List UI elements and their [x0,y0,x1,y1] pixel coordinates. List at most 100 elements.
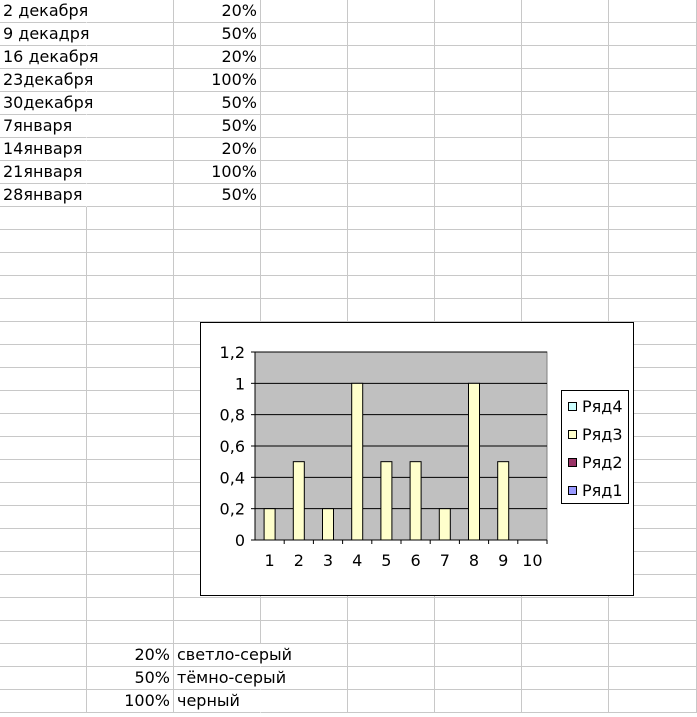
shade-label-cell[interactable]: светло-серый [174,644,292,667]
empty-cell[interactable] [87,184,174,207]
empty-cell[interactable] [87,552,174,575]
empty-cell[interactable] [261,667,348,690]
empty-cell[interactable] [87,483,174,506]
empty-cell[interactable] [87,253,174,276]
empty-cell[interactable] [261,161,348,184]
chart[interactable]: 0 0,2 0,4 0,6 0,8 1 1,2 1 2 3 4 5 6 7 8 9 10 Ряд4 Ряд3 Ряд… [200,322,634,596]
empty-cell[interactable] [0,483,87,506]
empty-cell[interactable] [435,230,522,253]
empty-cell[interactable] [348,138,435,161]
empty-cell[interactable] [522,161,609,184]
empty-cell[interactable] [609,115,697,138]
empty-cell[interactable] [87,529,174,552]
empty-cell[interactable] [0,253,87,276]
empty-cell[interactable] [348,299,435,322]
empty-cell[interactable] [522,690,609,713]
empty-cell[interactable] [87,207,174,230]
empty-cell[interactable] [0,414,87,437]
empty-cell[interactable] [0,460,87,483]
percent-cell[interactable]: 50% [174,115,261,138]
empty-cell[interactable] [174,299,261,322]
empty-cell[interactable] [261,0,348,23]
empty-cell[interactable] [0,437,87,460]
empty-cell[interactable] [348,598,435,621]
empty-cell[interactable] [348,230,435,253]
empty-cell[interactable] [435,598,522,621]
empty-cell[interactable] [0,322,87,345]
empty-cell[interactable] [348,0,435,23]
empty-cell[interactable] [0,552,87,575]
empty-cell[interactable] [261,207,348,230]
empty-cell[interactable] [348,69,435,92]
empty-cell[interactable] [522,644,609,667]
empty-cell[interactable] [609,690,697,713]
empty-cell[interactable] [174,253,261,276]
empty-cell[interactable] [435,161,522,184]
empty-cell[interactable] [87,598,174,621]
percent-cell[interactable]: 20% [174,138,261,161]
empty-cell[interactable] [261,92,348,115]
empty-cell[interactable] [261,46,348,69]
empty-cell[interactable] [609,207,697,230]
empty-cell[interactable] [348,667,435,690]
empty-cell[interactable] [522,253,609,276]
empty-cell[interactable] [348,115,435,138]
empty-cell[interactable] [87,414,174,437]
empty-cell[interactable] [435,23,522,46]
empty-cell[interactable] [0,529,87,552]
empty-cell[interactable] [87,161,174,184]
empty-cell[interactable] [261,690,348,713]
empty-cell[interactable] [522,667,609,690]
empty-cell[interactable] [87,138,174,161]
empty-cell[interactable] [522,621,609,644]
empty-cell[interactable] [0,575,87,598]
shade-label-cell[interactable]: черный [174,690,261,713]
empty-cell[interactable] [435,253,522,276]
empty-cell[interactable] [87,299,174,322]
empty-cell[interactable] [261,184,348,207]
empty-cell[interactable] [609,598,697,621]
empty-cell[interactable] [435,0,522,23]
empty-cell[interactable] [261,138,348,161]
percent-cell[interactable]: 20% [174,0,261,23]
empty-cell[interactable] [261,23,348,46]
date-cell[interactable]: 23декабря [0,69,93,92]
empty-cell[interactable] [522,69,609,92]
empty-cell[interactable] [87,115,174,138]
shade-value-cell[interactable]: 50% [87,667,174,690]
empty-cell[interactable] [609,138,697,161]
empty-cell[interactable] [348,690,435,713]
shade-value-cell[interactable]: 100% [87,690,174,713]
empty-cell[interactable] [609,46,697,69]
empty-cell[interactable] [0,598,87,621]
empty-cell[interactable] [261,69,348,92]
empty-cell[interactable] [435,138,522,161]
percent-cell[interactable]: 50% [174,23,261,46]
empty-cell[interactable] [522,207,609,230]
empty-cell[interactable] [522,92,609,115]
empty-cell[interactable] [87,230,174,253]
empty-cell[interactable] [174,276,261,299]
empty-cell[interactable] [522,276,609,299]
empty-cell[interactable] [609,161,697,184]
empty-cell[interactable] [435,184,522,207]
empty-cell[interactable] [0,621,87,644]
date-cell[interactable]: 21января [0,161,87,184]
empty-cell[interactable] [87,92,174,115]
empty-cell[interactable] [348,46,435,69]
empty-cell[interactable] [0,644,87,667]
empty-cell[interactable] [174,598,261,621]
empty-cell[interactable] [522,115,609,138]
empty-cell[interactable] [522,299,609,322]
empty-cell[interactable] [0,230,87,253]
percent-cell[interactable]: 50% [174,184,261,207]
empty-cell[interactable] [87,0,174,23]
empty-cell[interactable] [522,46,609,69]
date-cell[interactable]: 14января [0,138,87,161]
empty-cell[interactable] [522,23,609,46]
empty-cell[interactable] [522,184,609,207]
empty-cell[interactable] [0,345,87,368]
empty-cell[interactable] [261,299,348,322]
empty-cell[interactable] [609,621,697,644]
empty-cell[interactable] [435,667,522,690]
